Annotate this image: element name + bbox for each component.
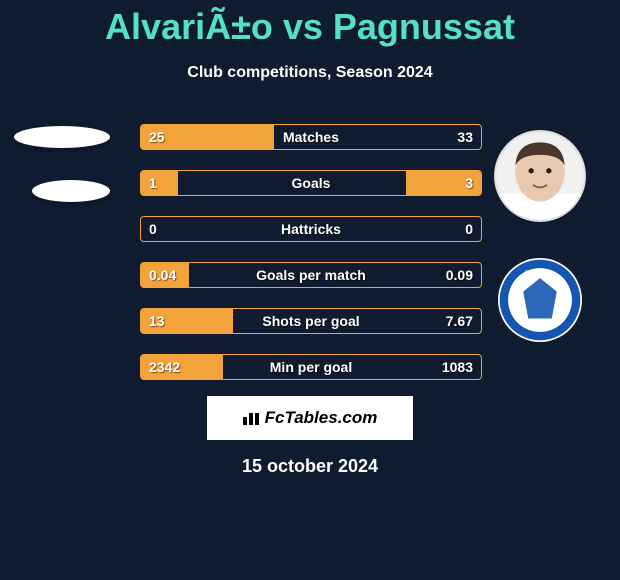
- player-right-avatar: [494, 130, 586, 222]
- stat-label: Goals per match: [256, 267, 366, 283]
- subtitle: Club competitions, Season 2024: [187, 64, 432, 82]
- stat-value-right: 3: [465, 175, 473, 191]
- stat-value-right: 1083: [442, 359, 473, 375]
- player-left-placeholder-2: [32, 180, 110, 202]
- source-badge[interactable]: FcTables.com: [207, 396, 413, 440]
- crest-icon: AVAÍ F.C.: [498, 258, 582, 342]
- svg-text:AVAÍ F.C.: AVAÍ F.C.: [524, 269, 556, 278]
- stat-value-left: 2342: [149, 359, 180, 375]
- stat-value-right: 7.67: [446, 313, 473, 329]
- page-title: AlvariÃ±o vs Pagnussat: [105, 6, 515, 48]
- stat-value-left: 0.04: [149, 267, 176, 283]
- stat-label: Hattricks: [281, 221, 341, 237]
- stat-row: Hattricks 0 0: [140, 216, 482, 242]
- club-right-badge: AVAÍ F.C.: [498, 258, 582, 342]
- stat-row: Min per goal 2342 1083: [140, 354, 482, 380]
- stat-label: Goals: [292, 175, 331, 191]
- stat-label: Min per goal: [270, 359, 352, 375]
- stat-value-left: 0: [149, 221, 157, 237]
- stat-label: Matches: [283, 129, 339, 145]
- club-crest-icon: AVAÍ F.C.: [498, 258, 582, 342]
- source-badge-label: FcTables.com: [265, 408, 378, 428]
- stat-value-right: 0.09: [446, 267, 473, 283]
- stat-value-left: 1: [149, 175, 157, 191]
- bars-icon: [243, 411, 261, 425]
- stat-label: Shots per goal: [262, 313, 359, 329]
- date-line: 15 october 2024: [242, 456, 378, 477]
- face-icon: [496, 132, 584, 220]
- stat-row: Goals per match 0.04 0.09: [140, 262, 482, 288]
- player-left-placeholder-1: [14, 126, 110, 148]
- comparison-infographic: AlvariÃ±o vs Pagnussat Club competitions…: [0, 0, 620, 580]
- stat-value-left: 25: [149, 129, 165, 145]
- player-right-face: [496, 132, 584, 220]
- stat-row: Shots per goal 13 7.67: [140, 308, 482, 334]
- stat-value-right: 33: [457, 129, 473, 145]
- stat-row: Matches 25 33: [140, 124, 482, 150]
- stat-value-left: 13: [149, 313, 165, 329]
- stat-value-right: 0: [465, 221, 473, 237]
- stat-row: Goals 1 3: [140, 170, 482, 196]
- bar-left: [141, 171, 178, 195]
